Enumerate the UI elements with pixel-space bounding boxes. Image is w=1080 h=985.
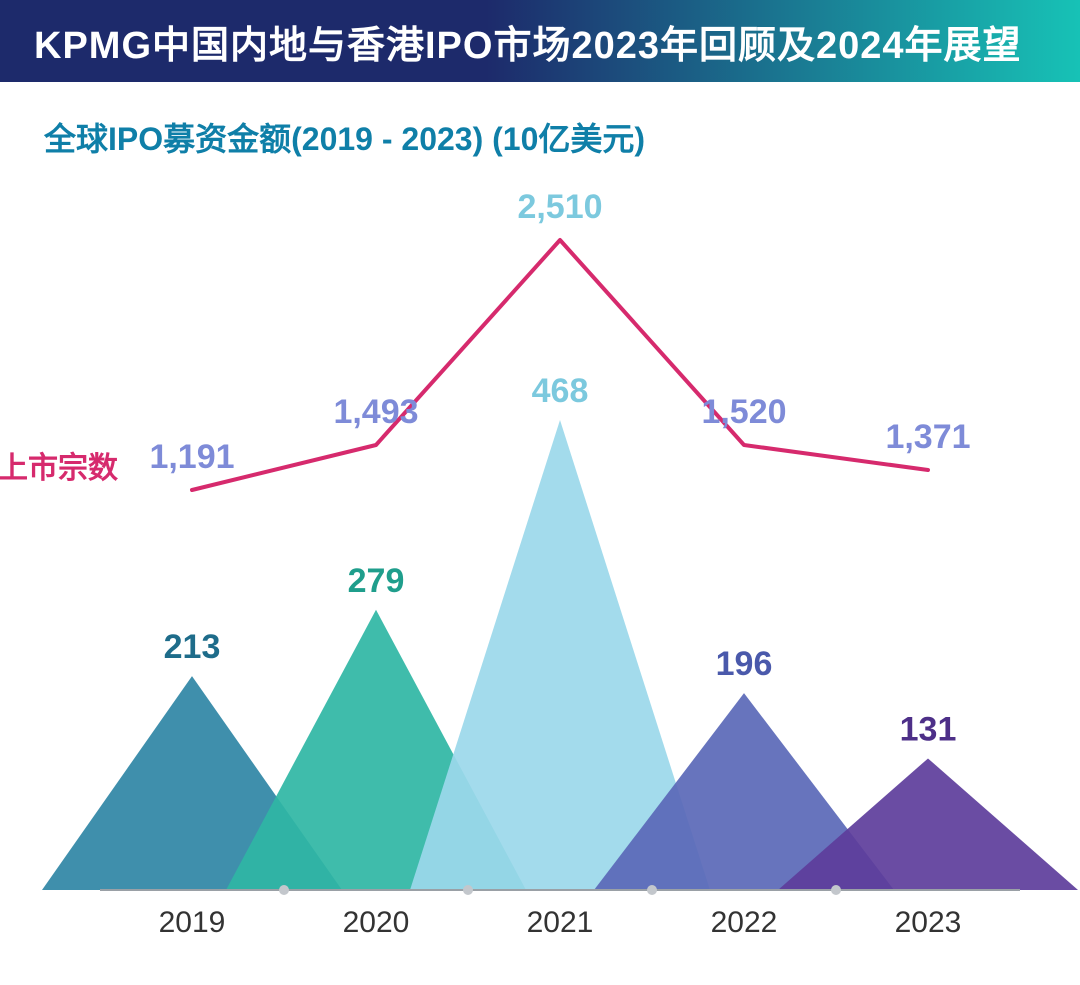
- chart-area: 213 279 468 196 131 2019 2020 2021 2022 2023 1,191…: [0, 160, 1080, 980]
- x-tick: [831, 885, 841, 895]
- x-label-2022: 2022: [711, 906, 778, 939]
- x-tick: [647, 885, 657, 895]
- chart-subtitle-text: 全球IPO募资金额(2019 - 2023) (10亿美元): [44, 121, 645, 157]
- line-series-name: 上市宗数: [0, 451, 119, 485]
- header-bar: KPMG中国内地与香港IPO市场2023年回顾及2024年展望: [0, 0, 1080, 82]
- triangle-label-2021: 468: [532, 372, 589, 410]
- line-label-2019: 1,191: [149, 438, 234, 476]
- line-label-2020: 1,493: [333, 393, 418, 431]
- line-label-2023: 1,371: [885, 418, 970, 456]
- triangle-label-2023: 131: [900, 710, 957, 748]
- triangle-label-2020: 279: [348, 562, 405, 600]
- line-label-2022: 1,520: [701, 393, 786, 431]
- x-tick: [463, 885, 473, 895]
- x-label-2023: 2023: [895, 906, 962, 939]
- triangle-label-2019: 213: [164, 628, 221, 666]
- x-tick: [279, 885, 289, 895]
- x-label-2019: 2019: [159, 906, 226, 939]
- triangle-label-2022: 196: [716, 645, 773, 683]
- ipo-chart-svg: 213 279 468 196 131 2019 2020 2021 2022 2023 1,191…: [0, 160, 1080, 980]
- x-label-2020: 2020: [343, 906, 410, 939]
- x-label-2021: 2021: [527, 906, 594, 939]
- chart-subtitle: 全球IPO募资金额(2019 - 2023) (10亿美元): [0, 82, 1080, 160]
- line-label-2021: 2,510: [517, 188, 602, 226]
- header-title: KPMG中国内地与香港IPO市场2023年回顾及2024年展望: [34, 14, 1022, 69]
